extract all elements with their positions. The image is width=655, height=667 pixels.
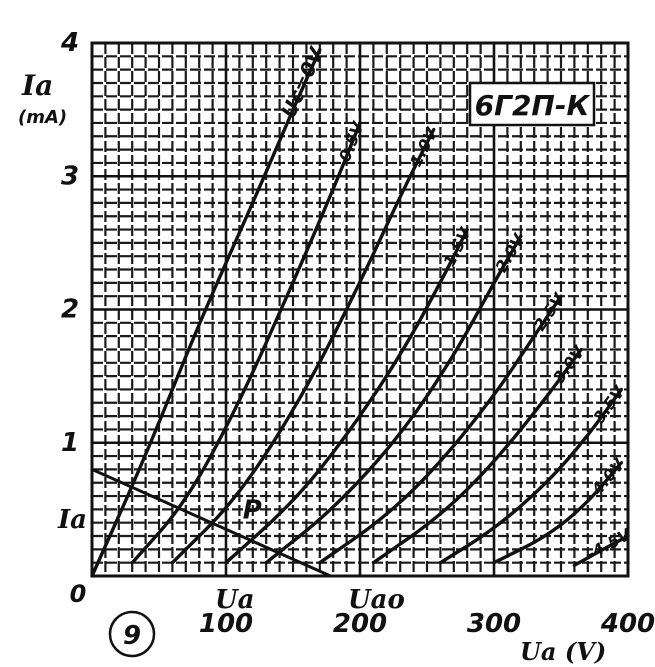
y-tick-label: 4 (60, 28, 79, 58)
curve-4 (264, 234, 523, 565)
y-axis-label: Ia (21, 69, 53, 102)
curve-0 (90, 47, 322, 578)
figure-number-badge (108, 610, 156, 658)
figure-number: 9 (123, 621, 141, 651)
x-tick-label: 100 (199, 609, 253, 639)
tube-type-label: 6Г2П-К (475, 89, 592, 122)
y-tick-label: 3 (61, 161, 79, 191)
x-tick-label: 300 (467, 609, 521, 639)
curve-label-3: -1.5V (436, 223, 475, 275)
curve-3 (224, 227, 469, 565)
y-tick-label: 2 (61, 295, 79, 325)
x-tick-label: 200 (333, 609, 387, 639)
uao-point-label: Uao (348, 585, 405, 615)
curves-layer (90, 47, 630, 578)
x-axis-label: Ua (V) (520, 637, 606, 666)
curve-1 (130, 121, 362, 565)
tube-type-box (468, 81, 596, 127)
x-tick-label: 400 (600, 609, 655, 639)
plot-frame (90, 41, 630, 578)
load-line (91, 468, 332, 578)
operating-point-label: P (243, 496, 262, 526)
curve-7 (438, 387, 623, 565)
curve-5 (318, 294, 563, 565)
curve-8 (492, 461, 623, 565)
y-axis-unit: (mA) (18, 107, 67, 128)
curve-6 (371, 347, 583, 565)
ia-point-label: Ia (57, 505, 87, 535)
origin-tick-label: 0 (70, 580, 87, 608)
ua-point-label: Ua (215, 585, 255, 615)
y-tick-label: 1 (61, 428, 79, 458)
curve-9 (572, 534, 630, 567)
